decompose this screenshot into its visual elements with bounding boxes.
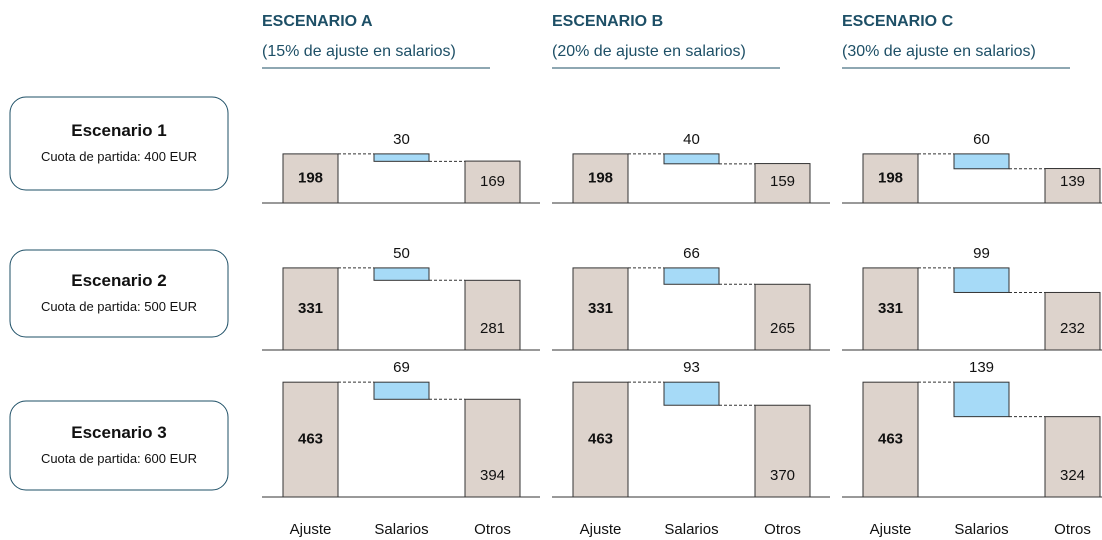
category-label: Ajuste xyxy=(580,521,622,538)
value-label: 69 xyxy=(393,359,410,376)
column-subtitle: (20% de ajuste en salarios) xyxy=(552,43,746,60)
bar xyxy=(464,279,521,351)
value-label: 198 xyxy=(298,169,323,186)
column-title: ESCENARIO A xyxy=(262,13,373,30)
value-label: 198 xyxy=(588,169,613,186)
bar xyxy=(373,153,430,162)
bar xyxy=(282,267,339,351)
value-label: 99 xyxy=(973,245,990,262)
row-box xyxy=(9,249,229,338)
column-subtitle: (15% de ajuste en salarios) xyxy=(262,43,456,60)
bar xyxy=(953,153,1010,170)
value-label: 331 xyxy=(878,300,903,317)
value-label: 50 xyxy=(393,245,410,262)
row-box xyxy=(9,400,229,491)
value-label: 463 xyxy=(588,431,613,448)
category-label: Salarios xyxy=(954,521,1008,538)
row-subtitle: Cuota de partida: 600 EUR xyxy=(41,451,197,466)
value-label: 463 xyxy=(298,431,323,448)
category-label: Salarios xyxy=(374,521,428,538)
bar xyxy=(1044,291,1101,351)
value-label: 66 xyxy=(683,245,700,262)
bar xyxy=(754,404,811,498)
value-label: 139 xyxy=(1060,173,1085,190)
category-label: Otros xyxy=(474,521,511,538)
row-title: Escenario 3 xyxy=(71,423,166,442)
value-label: 331 xyxy=(588,300,613,317)
category-label: Otros xyxy=(1054,521,1091,538)
bar xyxy=(663,153,720,165)
column-title: ESCENARIO B xyxy=(552,13,663,30)
value-label: 281 xyxy=(480,320,505,337)
value-label: 60 xyxy=(973,131,990,148)
bar xyxy=(572,381,629,498)
row-subtitle: Cuota de partida: 500 EUR xyxy=(41,299,197,314)
bar xyxy=(464,398,521,498)
value-label: 265 xyxy=(770,320,795,337)
bar xyxy=(572,267,629,351)
row-title: Escenario 2 xyxy=(71,271,166,290)
bar xyxy=(862,153,919,204)
column-title: ESCENARIO C xyxy=(842,13,954,30)
value-label: 324 xyxy=(1060,467,1085,484)
bar xyxy=(464,160,521,204)
bar xyxy=(373,267,430,281)
value-label: 169 xyxy=(480,173,505,190)
value-label: 30 xyxy=(393,131,410,148)
value-label: 331 xyxy=(298,300,323,317)
row-box xyxy=(9,96,229,191)
bar xyxy=(663,267,720,285)
category-label: Salarios xyxy=(664,521,718,538)
bar xyxy=(862,267,919,351)
value-label: 40 xyxy=(683,131,700,148)
bar xyxy=(953,267,1010,293)
bar xyxy=(1044,416,1101,498)
value-label: 139 xyxy=(969,359,994,376)
row-title: Escenario 1 xyxy=(71,121,166,140)
category-label: Otros xyxy=(764,521,801,538)
bar xyxy=(663,381,720,406)
bar xyxy=(1044,168,1101,204)
row-subtitle: Cuota de partida: 400 EUR xyxy=(41,149,197,164)
bar xyxy=(282,153,339,204)
column-subtitle: (30% de ajuste en salarios) xyxy=(842,43,1036,60)
bar xyxy=(282,381,339,498)
value-label: 463 xyxy=(878,431,903,448)
category-label: Ajuste xyxy=(870,521,912,538)
bar xyxy=(953,381,1010,418)
value-label: 394 xyxy=(480,467,505,484)
bar xyxy=(373,381,430,400)
bar xyxy=(862,381,919,498)
value-label: 159 xyxy=(770,173,795,190)
bar xyxy=(754,163,811,204)
bar xyxy=(754,283,811,351)
value-label: 370 xyxy=(770,467,795,484)
value-label: 198 xyxy=(878,169,903,186)
bar xyxy=(572,153,629,204)
value-label: 232 xyxy=(1060,320,1085,337)
value-label: 93 xyxy=(683,359,700,376)
category-label: Ajuste xyxy=(290,521,332,538)
